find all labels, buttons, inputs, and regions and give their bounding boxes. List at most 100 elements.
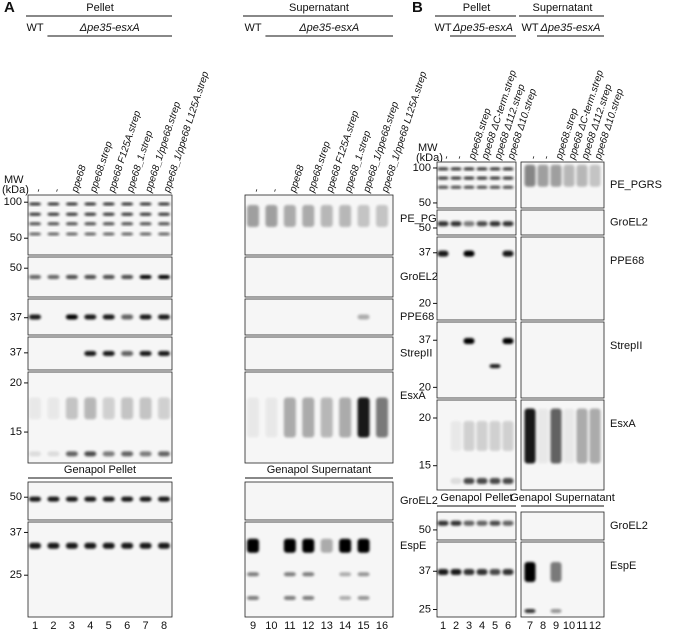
- band: [502, 185, 514, 189]
- band: [47, 222, 60, 226]
- band: [476, 221, 488, 227]
- band: [84, 451, 97, 457]
- lane-number: 8: [540, 620, 546, 632]
- band: [357, 397, 370, 438]
- mw-unit: (kDa): [2, 184, 29, 196]
- band: [450, 176, 462, 180]
- band: [139, 351, 152, 356]
- band: [450, 185, 462, 189]
- band: [502, 221, 514, 227]
- band: [437, 167, 449, 171]
- group-title: Pellet: [86, 2, 114, 14]
- band: [47, 212, 60, 216]
- band: [463, 520, 475, 526]
- band: [158, 212, 170, 216]
- band: [102, 232, 115, 236]
- band: [550, 408, 562, 464]
- band: [102, 222, 115, 226]
- band: [121, 222, 134, 226]
- lane-number: 10: [265, 620, 277, 632]
- band: [84, 397, 97, 420]
- lane-number: 5: [492, 620, 498, 632]
- band: [139, 202, 152, 206]
- band: [121, 314, 134, 320]
- marker-label: 20: [419, 381, 431, 393]
- band: [302, 572, 315, 577]
- band: [158, 496, 170, 502]
- band: [489, 421, 501, 451]
- band: [283, 397, 296, 438]
- band: [302, 596, 315, 600]
- band: [247, 538, 259, 553]
- band: [47, 496, 60, 502]
- strain-label: Δpe35-esxA: [540, 22, 601, 34]
- blot-label: StrepII: [610, 340, 642, 352]
- band: [121, 212, 134, 216]
- marker-label: 100: [4, 196, 22, 208]
- marker-label: 50: [419, 197, 431, 209]
- band: [139, 222, 152, 226]
- blot-label: EspE: [610, 560, 636, 572]
- genapol-title: Genapol Pellet: [440, 492, 512, 504]
- band: [247, 572, 259, 577]
- band: [139, 212, 152, 216]
- marker-label: 20: [10, 377, 22, 389]
- blot: [436, 541, 517, 618]
- lane-number: 8: [161, 620, 167, 632]
- band: [158, 222, 170, 226]
- band: [589, 164, 601, 187]
- blot: [520, 321, 605, 399]
- lane-label: -: [251, 187, 262, 194]
- band: [29, 397, 41, 420]
- band: [247, 205, 259, 227]
- blot: [244, 481, 394, 521]
- lane-label: -: [454, 154, 465, 161]
- band: [102, 314, 115, 320]
- marker-label: 50: [419, 524, 431, 536]
- band: [437, 176, 449, 180]
- band: [463, 185, 475, 189]
- band: [550, 164, 562, 187]
- band: [283, 596, 296, 600]
- band: [537, 408, 549, 464]
- band: [376, 205, 388, 227]
- lane-number: 5: [106, 620, 112, 632]
- band: [524, 609, 536, 613]
- band: [476, 520, 488, 526]
- lane-number: 7: [527, 620, 533, 632]
- lane-number: 4: [479, 620, 485, 632]
- band: [489, 221, 501, 227]
- blot: [244, 256, 394, 298]
- lane-label: -: [269, 187, 280, 194]
- marker-label: 37: [10, 312, 22, 324]
- strain-label: Δpe35-esxA: [298, 22, 359, 34]
- blot-label: GroEL2: [400, 271, 438, 283]
- lane-number: 14: [339, 620, 351, 632]
- lane-number: 9: [553, 620, 559, 632]
- band: [563, 164, 575, 187]
- band: [65, 202, 78, 206]
- band: [265, 397, 278, 438]
- band: [502, 520, 514, 526]
- band: [537, 164, 549, 187]
- band: [265, 205, 278, 227]
- band: [502, 338, 514, 344]
- band: [139, 314, 152, 320]
- blot: [520, 236, 605, 321]
- band: [502, 478, 514, 484]
- band: [476, 176, 488, 180]
- band: [29, 275, 41, 279]
- band: [502, 176, 514, 180]
- band: [476, 167, 488, 171]
- band: [65, 222, 78, 226]
- band: [65, 451, 78, 457]
- band: [450, 221, 462, 227]
- band: [463, 338, 475, 344]
- band: [302, 397, 315, 438]
- lane-number: 6: [505, 620, 511, 632]
- band: [489, 364, 501, 369]
- band: [463, 167, 475, 171]
- band: [84, 212, 97, 216]
- band: [489, 478, 501, 484]
- marker-label: 25: [419, 603, 431, 615]
